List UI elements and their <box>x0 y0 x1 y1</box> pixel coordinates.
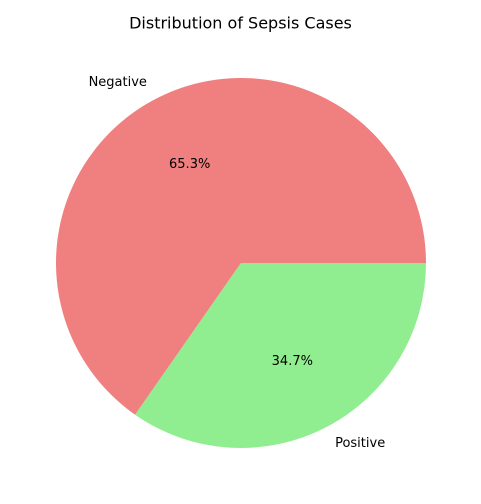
pie-slice-positive <box>135 263 427 449</box>
slice-percent-positive: 34.7% <box>272 354 313 369</box>
slice-label-negative: Negative <box>89 75 147 90</box>
chart-title: Distribution of Sepsis Cases <box>129 14 352 33</box>
pie-slice-negative <box>55 78 426 415</box>
slice-percent-negative: 65.3% <box>169 157 210 172</box>
slice-label-positive: Positive <box>335 436 385 451</box>
